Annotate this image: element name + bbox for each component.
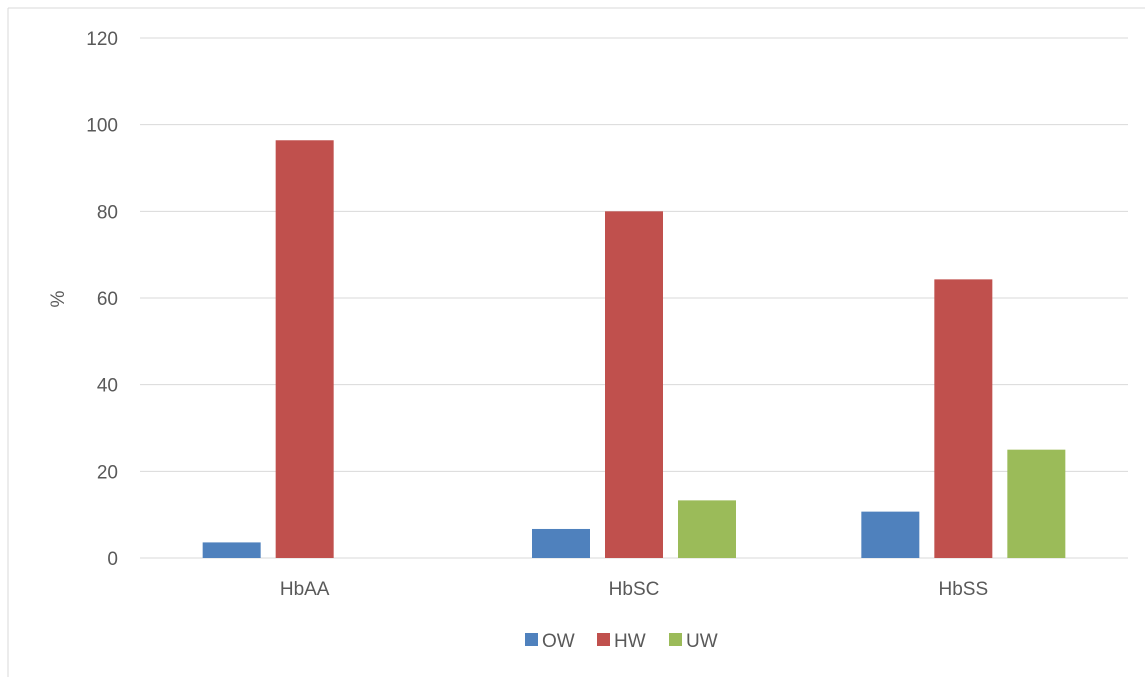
bar-ow-hbss	[861, 511, 920, 558]
x-tick-label: HbSS	[939, 579, 989, 600]
legend-item-ow: OW	[525, 631, 575, 652]
y-tick-label: 40	[97, 376, 118, 397]
y-tick-label: 60	[97, 289, 118, 310]
legend-label: UW	[686, 631, 718, 652]
legend-item-hw: HW	[597, 631, 646, 652]
y-tick-label: 0	[107, 549, 118, 570]
y-axis-ticks: 0 20 40 60 80 100 120	[86, 29, 118, 570]
bar-ow-hbaa	[202, 542, 261, 558]
legend: OW HW UW	[525, 631, 718, 652]
y-tick-label: 100	[86, 116, 118, 137]
y-tick-label: 80	[97, 202, 118, 223]
bar-uw-hbss	[1007, 449, 1066, 558]
y-tick-label: 120	[86, 29, 118, 50]
x-tick-label: HbSC	[609, 579, 660, 600]
bar-ow-hbsc	[532, 528, 590, 558]
bars	[202, 140, 1066, 559]
y-tick-label: 20	[97, 462, 118, 483]
bar-hw-hbss	[934, 279, 993, 558]
legend-swatch	[525, 633, 538, 646]
legend-label: HW	[614, 631, 646, 652]
bar-hw-hbsc	[605, 211, 663, 559]
bar-hw-hbaa	[275, 140, 334, 558]
x-tick-label: HbAA	[280, 579, 330, 600]
legend-swatch	[597, 633, 610, 646]
legend-swatch	[669, 633, 682, 646]
x-axis-ticks: HbAA HbSC HbSS	[280, 579, 988, 600]
legend-item-uw: UW	[669, 631, 718, 652]
legend-label: OW	[542, 631, 575, 652]
y-axis-label: %	[48, 290, 69, 307]
bar-uw-hbsc	[678, 500, 736, 558]
